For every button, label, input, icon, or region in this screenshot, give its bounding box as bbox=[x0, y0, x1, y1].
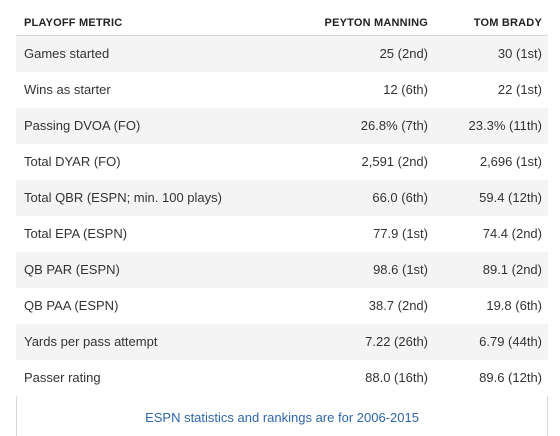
table-row: Total DYAR (FO) 2,591 (2nd) 2,696 (1st) bbox=[16, 144, 548, 180]
brady-cell: 89.1 (2nd) bbox=[482, 262, 542, 277]
manning-cell: 25 (2nd) bbox=[379, 46, 428, 61]
header-peyton-manning: PEYTON MANNING bbox=[324, 17, 428, 29]
manning-cell: 38.7 (2nd) bbox=[368, 298, 428, 313]
table-row: Total EPA (ESPN) 77.9 (1st) 74.4 (2nd) bbox=[16, 216, 548, 252]
metric-cell: Wins as starter bbox=[24, 82, 111, 97]
brady-cell: 74.4 (2nd) bbox=[482, 226, 542, 241]
table-row: Games started 25 (2nd) 30 (1st) bbox=[16, 36, 548, 72]
table-row: QB PAR (ESPN) 98.6 (1st) 89.1 (2nd) bbox=[16, 252, 548, 288]
brady-cell: 59.4 (12th) bbox=[479, 190, 542, 205]
source-note: ESPN statistics and rankings are for 200… bbox=[145, 410, 419, 425]
table-row: Yards per pass attempt 7.22 (26th) 6.79 … bbox=[16, 324, 548, 360]
table-row: Passing DVOA (FO) 26.8% (7th) 23.3% (11t… bbox=[16, 108, 548, 144]
metric-cell: Total DYAR (FO) bbox=[24, 154, 121, 169]
metric-cell: Yards per pass attempt bbox=[24, 334, 158, 349]
brady-cell: 2,696 (1st) bbox=[479, 154, 542, 169]
table-footer: ESPN statistics and rankings are for 200… bbox=[16, 396, 548, 436]
metric-cell: Total QBR (ESPN; min. 100 plays) bbox=[24, 190, 222, 205]
manning-cell: 88.0 (16th) bbox=[365, 370, 428, 385]
metric-cell: Games started bbox=[24, 46, 110, 61]
manning-cell: 12 (6th) bbox=[383, 82, 428, 97]
manning-cell: 98.6 (1st) bbox=[373, 262, 428, 277]
table-row: QB PAA (ESPN) 38.7 (2nd) 19.8 (6th) bbox=[16, 288, 548, 324]
table-row: Total QBR (ESPN; min. 100 plays) 66.0 (6… bbox=[16, 180, 548, 216]
manning-cell: 2,591 (2nd) bbox=[361, 154, 429, 169]
manning-cell: 77.9 (1st) bbox=[373, 226, 428, 241]
header-playoff-metric: PLAYOFF METRIC bbox=[24, 17, 123, 29]
metric-cell: Passer rating bbox=[24, 370, 101, 385]
table-body: Games started 25 (2nd) 30 (1st) Wins as … bbox=[16, 36, 548, 396]
brady-cell: 6.79 (44th) bbox=[479, 334, 542, 349]
brady-cell: 19.8 (6th) bbox=[486, 298, 542, 313]
metric-cell: Total EPA (ESPN) bbox=[24, 226, 128, 241]
table-header: PLAYOFF METRIC PEYTON MANNING TOM BRADY bbox=[16, 0, 548, 36]
metric-cell: QB PAA (ESPN) bbox=[24, 298, 119, 313]
manning-cell: 7.22 (26th) bbox=[365, 334, 428, 349]
manning-cell: 66.0 (6th) bbox=[372, 190, 428, 205]
brady-cell: 23.3% (11th) bbox=[468, 118, 542, 133]
table-row: Passer rating 88.0 (16th) 89.6 (12th) bbox=[16, 360, 548, 396]
metric-cell: Passing DVOA (FO) bbox=[24, 118, 141, 133]
brady-cell: 22 (1st) bbox=[497, 82, 542, 97]
brady-cell: 30 (1st) bbox=[497, 46, 542, 61]
header-tom-brady: TOM BRADY bbox=[473, 17, 542, 29]
table-row: Wins as starter 12 (6th) 22 (1st) bbox=[16, 72, 548, 108]
brady-cell: 89.6 (12th) bbox=[479, 370, 542, 385]
manning-cell: 26.8% (7th) bbox=[360, 118, 428, 133]
metric-cell: QB PAR (ESPN) bbox=[24, 262, 120, 277]
